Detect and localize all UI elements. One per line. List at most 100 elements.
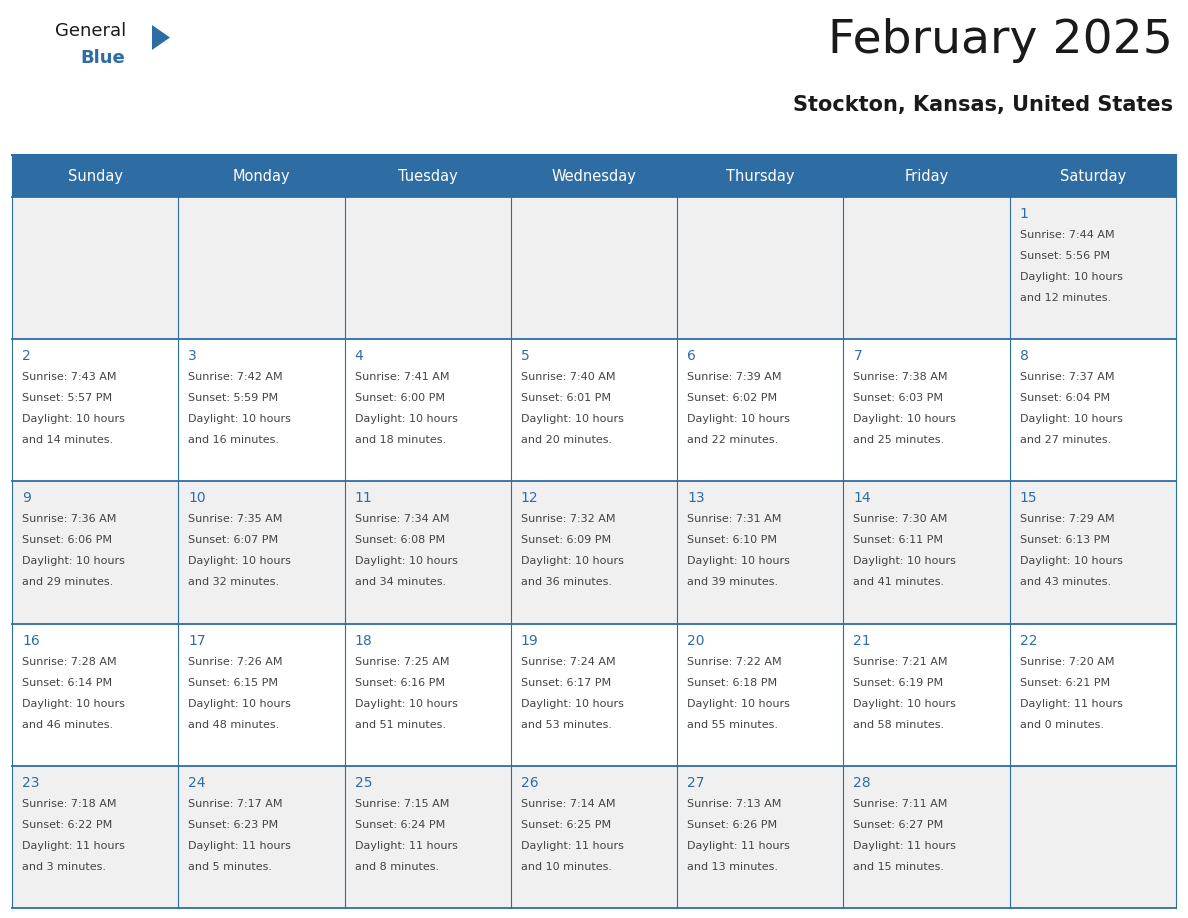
Text: Daylight: 10 hours: Daylight: 10 hours: [1019, 272, 1123, 282]
Text: and 29 minutes.: and 29 minutes.: [23, 577, 113, 588]
Text: and 10 minutes.: and 10 minutes.: [520, 862, 612, 872]
Text: Daylight: 10 hours: Daylight: 10 hours: [23, 556, 125, 566]
Text: Sunrise: 7:13 AM: Sunrise: 7:13 AM: [687, 799, 782, 809]
Text: and 16 minutes.: and 16 minutes.: [188, 435, 279, 445]
Text: Sunrise: 7:21 AM: Sunrise: 7:21 AM: [853, 656, 948, 666]
Text: February 2025: February 2025: [828, 18, 1173, 63]
Text: and 3 minutes.: and 3 minutes.: [23, 862, 106, 872]
Text: Daylight: 10 hours: Daylight: 10 hours: [853, 556, 956, 566]
Text: Sunset: 6:18 PM: Sunset: 6:18 PM: [687, 677, 777, 688]
Text: Sunrise: 7:25 AM: Sunrise: 7:25 AM: [354, 656, 449, 666]
Text: Daylight: 10 hours: Daylight: 10 hours: [687, 414, 790, 424]
Bar: [12, 197, 1176, 339]
Text: 28: 28: [853, 776, 871, 789]
Text: General: General: [55, 22, 126, 40]
Text: Daylight: 11 hours: Daylight: 11 hours: [188, 841, 291, 851]
Text: and 36 minutes.: and 36 minutes.: [520, 577, 612, 588]
Text: and 46 minutes.: and 46 minutes.: [23, 720, 113, 730]
Text: Daylight: 10 hours: Daylight: 10 hours: [853, 414, 956, 424]
Text: 13: 13: [687, 491, 704, 506]
Text: 14: 14: [853, 491, 871, 506]
Bar: [12, 623, 1176, 766]
Text: Sunset: 6:02 PM: Sunset: 6:02 PM: [687, 393, 777, 403]
Text: and 0 minutes.: and 0 minutes.: [1019, 720, 1104, 730]
Text: Daylight: 10 hours: Daylight: 10 hours: [520, 414, 624, 424]
Text: and 12 minutes.: and 12 minutes.: [1019, 293, 1111, 303]
Text: 12: 12: [520, 491, 538, 506]
Text: and 41 minutes.: and 41 minutes.: [853, 577, 944, 588]
Text: 8: 8: [1019, 349, 1029, 364]
Text: Daylight: 10 hours: Daylight: 10 hours: [687, 699, 790, 709]
Text: and 34 minutes.: and 34 minutes.: [354, 577, 446, 588]
Text: Daylight: 10 hours: Daylight: 10 hours: [23, 699, 125, 709]
Text: 26: 26: [520, 776, 538, 789]
Text: Sunset: 6:13 PM: Sunset: 6:13 PM: [1019, 535, 1110, 545]
Text: Sunrise: 7:24 AM: Sunrise: 7:24 AM: [520, 656, 615, 666]
Text: and 48 minutes.: and 48 minutes.: [188, 720, 279, 730]
Text: Sunset: 6:27 PM: Sunset: 6:27 PM: [853, 820, 943, 830]
Text: and 20 minutes.: and 20 minutes.: [520, 435, 612, 445]
Text: Sunrise: 7:17 AM: Sunrise: 7:17 AM: [188, 799, 283, 809]
Text: Sunset: 6:10 PM: Sunset: 6:10 PM: [687, 535, 777, 545]
Text: Sunset: 6:24 PM: Sunset: 6:24 PM: [354, 820, 444, 830]
Text: Sunrise: 7:43 AM: Sunrise: 7:43 AM: [23, 372, 116, 382]
Text: Sunset: 5:59 PM: Sunset: 5:59 PM: [188, 393, 278, 403]
Text: Sunrise: 7:42 AM: Sunrise: 7:42 AM: [188, 372, 283, 382]
Text: Daylight: 10 hours: Daylight: 10 hours: [188, 699, 291, 709]
Text: Sunrise: 7:39 AM: Sunrise: 7:39 AM: [687, 372, 782, 382]
Text: and 39 minutes.: and 39 minutes.: [687, 577, 778, 588]
Text: Daylight: 11 hours: Daylight: 11 hours: [687, 841, 790, 851]
Text: and 32 minutes.: and 32 minutes.: [188, 577, 279, 588]
Text: Sunset: 6:00 PM: Sunset: 6:00 PM: [354, 393, 444, 403]
Text: and 25 minutes.: and 25 minutes.: [853, 435, 944, 445]
Text: Stockton, Kansas, United States: Stockton, Kansas, United States: [792, 95, 1173, 115]
Text: 18: 18: [354, 633, 372, 647]
Text: 19: 19: [520, 633, 538, 647]
Text: Sunrise: 7:28 AM: Sunrise: 7:28 AM: [23, 656, 116, 666]
Text: Sunset: 6:14 PM: Sunset: 6:14 PM: [23, 677, 112, 688]
Text: Daylight: 10 hours: Daylight: 10 hours: [354, 699, 457, 709]
Text: Sunset: 6:21 PM: Sunset: 6:21 PM: [1019, 677, 1110, 688]
Text: 5: 5: [520, 349, 530, 364]
Text: 9: 9: [23, 491, 31, 506]
Text: Daylight: 11 hours: Daylight: 11 hours: [520, 841, 624, 851]
Text: Sunset: 6:11 PM: Sunset: 6:11 PM: [853, 535, 943, 545]
Text: Sunrise: 7:29 AM: Sunrise: 7:29 AM: [1019, 514, 1114, 524]
Text: Sunrise: 7:44 AM: Sunrise: 7:44 AM: [1019, 230, 1114, 240]
Text: Sunrise: 7:20 AM: Sunrise: 7:20 AM: [1019, 656, 1114, 666]
Text: Daylight: 11 hours: Daylight: 11 hours: [354, 841, 457, 851]
Text: Sunset: 6:07 PM: Sunset: 6:07 PM: [188, 535, 278, 545]
Text: Sunrise: 7:40 AM: Sunrise: 7:40 AM: [520, 372, 615, 382]
Polygon shape: [152, 25, 170, 50]
Text: Sunrise: 7:18 AM: Sunrise: 7:18 AM: [23, 799, 116, 809]
Text: and 5 minutes.: and 5 minutes.: [188, 862, 272, 872]
Text: and 13 minutes.: and 13 minutes.: [687, 862, 778, 872]
Text: Sunset: 6:16 PM: Sunset: 6:16 PM: [354, 677, 444, 688]
Bar: [12, 155, 1176, 197]
Text: Daylight: 10 hours: Daylight: 10 hours: [354, 414, 457, 424]
Bar: [12, 481, 1176, 623]
Text: Sunset: 6:23 PM: Sunset: 6:23 PM: [188, 820, 278, 830]
Text: Sunset: 6:17 PM: Sunset: 6:17 PM: [520, 677, 611, 688]
Text: Sunday: Sunday: [68, 169, 122, 184]
Text: Daylight: 10 hours: Daylight: 10 hours: [853, 699, 956, 709]
Text: Sunset: 6:06 PM: Sunset: 6:06 PM: [23, 535, 112, 545]
Text: Daylight: 10 hours: Daylight: 10 hours: [1019, 556, 1123, 566]
Text: 20: 20: [687, 633, 704, 647]
Text: 22: 22: [1019, 633, 1037, 647]
Text: 4: 4: [354, 349, 364, 364]
Text: Daylight: 11 hours: Daylight: 11 hours: [23, 841, 125, 851]
Text: Daylight: 10 hours: Daylight: 10 hours: [23, 414, 125, 424]
Text: 1: 1: [1019, 207, 1029, 221]
Text: and 43 minutes.: and 43 minutes.: [1019, 577, 1111, 588]
Text: Sunset: 6:08 PM: Sunset: 6:08 PM: [354, 535, 444, 545]
Text: and 53 minutes.: and 53 minutes.: [520, 720, 612, 730]
Text: and 22 minutes.: and 22 minutes.: [687, 435, 778, 445]
Text: Sunrise: 7:26 AM: Sunrise: 7:26 AM: [188, 656, 283, 666]
Text: 10: 10: [188, 491, 206, 506]
Text: Sunrise: 7:14 AM: Sunrise: 7:14 AM: [520, 799, 615, 809]
Text: Tuesday: Tuesday: [398, 169, 457, 184]
Text: and 58 minutes.: and 58 minutes.: [853, 720, 944, 730]
Text: and 51 minutes.: and 51 minutes.: [354, 720, 446, 730]
Text: Sunset: 6:26 PM: Sunset: 6:26 PM: [687, 820, 777, 830]
